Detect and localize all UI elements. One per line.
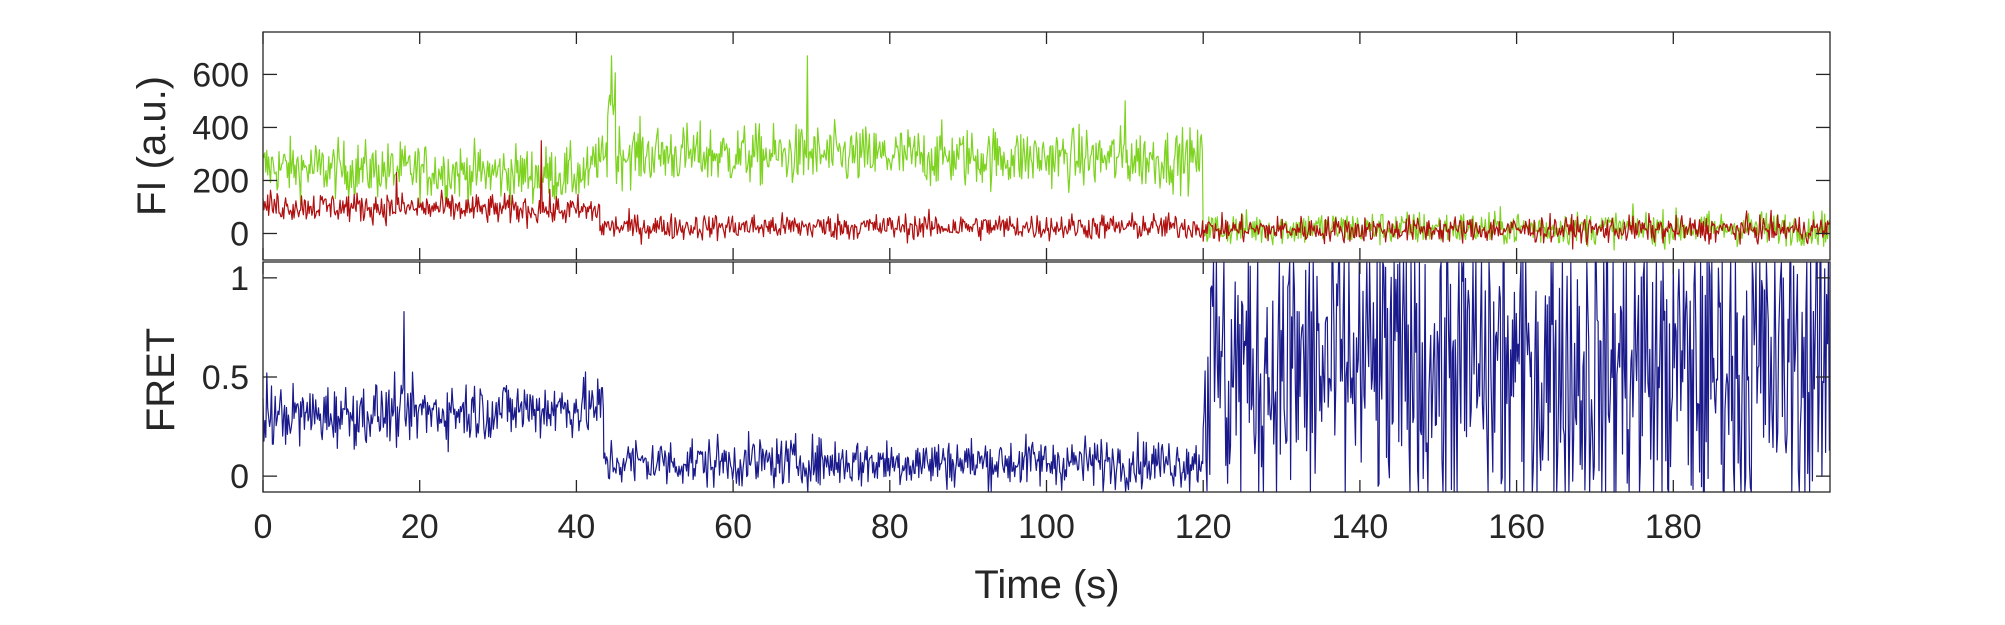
fluorescence-y-axis-label: FI (a.u.) [130, 76, 174, 216]
fret-y-ticks: 00.51 [202, 260, 1830, 496]
fret-panel: 00.51 0 20 40 60 80 100 120 140 160 180 FRET Time… [139, 260, 1831, 607]
x-tick-label: 20 [401, 508, 439, 546]
y-tick-label: 400 [192, 109, 249, 147]
fluorescence-y-ticks: 0 200 400 600 [192, 32, 1830, 260]
x-tick-label: 0 [254, 508, 273, 546]
fluorescence-traces [262, 55, 1830, 251]
x-tick-label: 160 [1488, 508, 1545, 546]
fret-trace [262, 261, 1831, 493]
y-tick-label: 0.5 [202, 359, 249, 397]
y-tick-label: 600 [192, 56, 249, 94]
y-tick-label: 0 [230, 215, 249, 253]
fret-y-axis-label: FRET [139, 328, 183, 432]
fret-traces [262, 261, 1831, 493]
x-tick-label: 180 [1645, 508, 1702, 546]
fluorescence-panel: 0 200 400 600 FI (a.u.) [130, 31, 1831, 261]
time-x-ticks: 0 20 40 60 80 100 120 140 160 180 [254, 262, 1702, 546]
x-tick-label: 40 [557, 508, 595, 546]
y-tick-label: 0 [230, 458, 249, 496]
time-x-axis-label: Time (s) [974, 563, 1119, 607]
x-tick-label: 140 [1332, 508, 1389, 546]
donor-trace [262, 55, 1830, 251]
x-tick-label: 60 [714, 508, 752, 546]
y-tick-label: 1 [230, 260, 249, 298]
y-tick-label: 200 [192, 162, 249, 200]
x-tick-label: 100 [1018, 508, 1075, 546]
acceptor-trace [262, 140, 1830, 250]
x-tick-label: 80 [871, 508, 909, 546]
x-tick-label: 120 [1175, 508, 1232, 546]
